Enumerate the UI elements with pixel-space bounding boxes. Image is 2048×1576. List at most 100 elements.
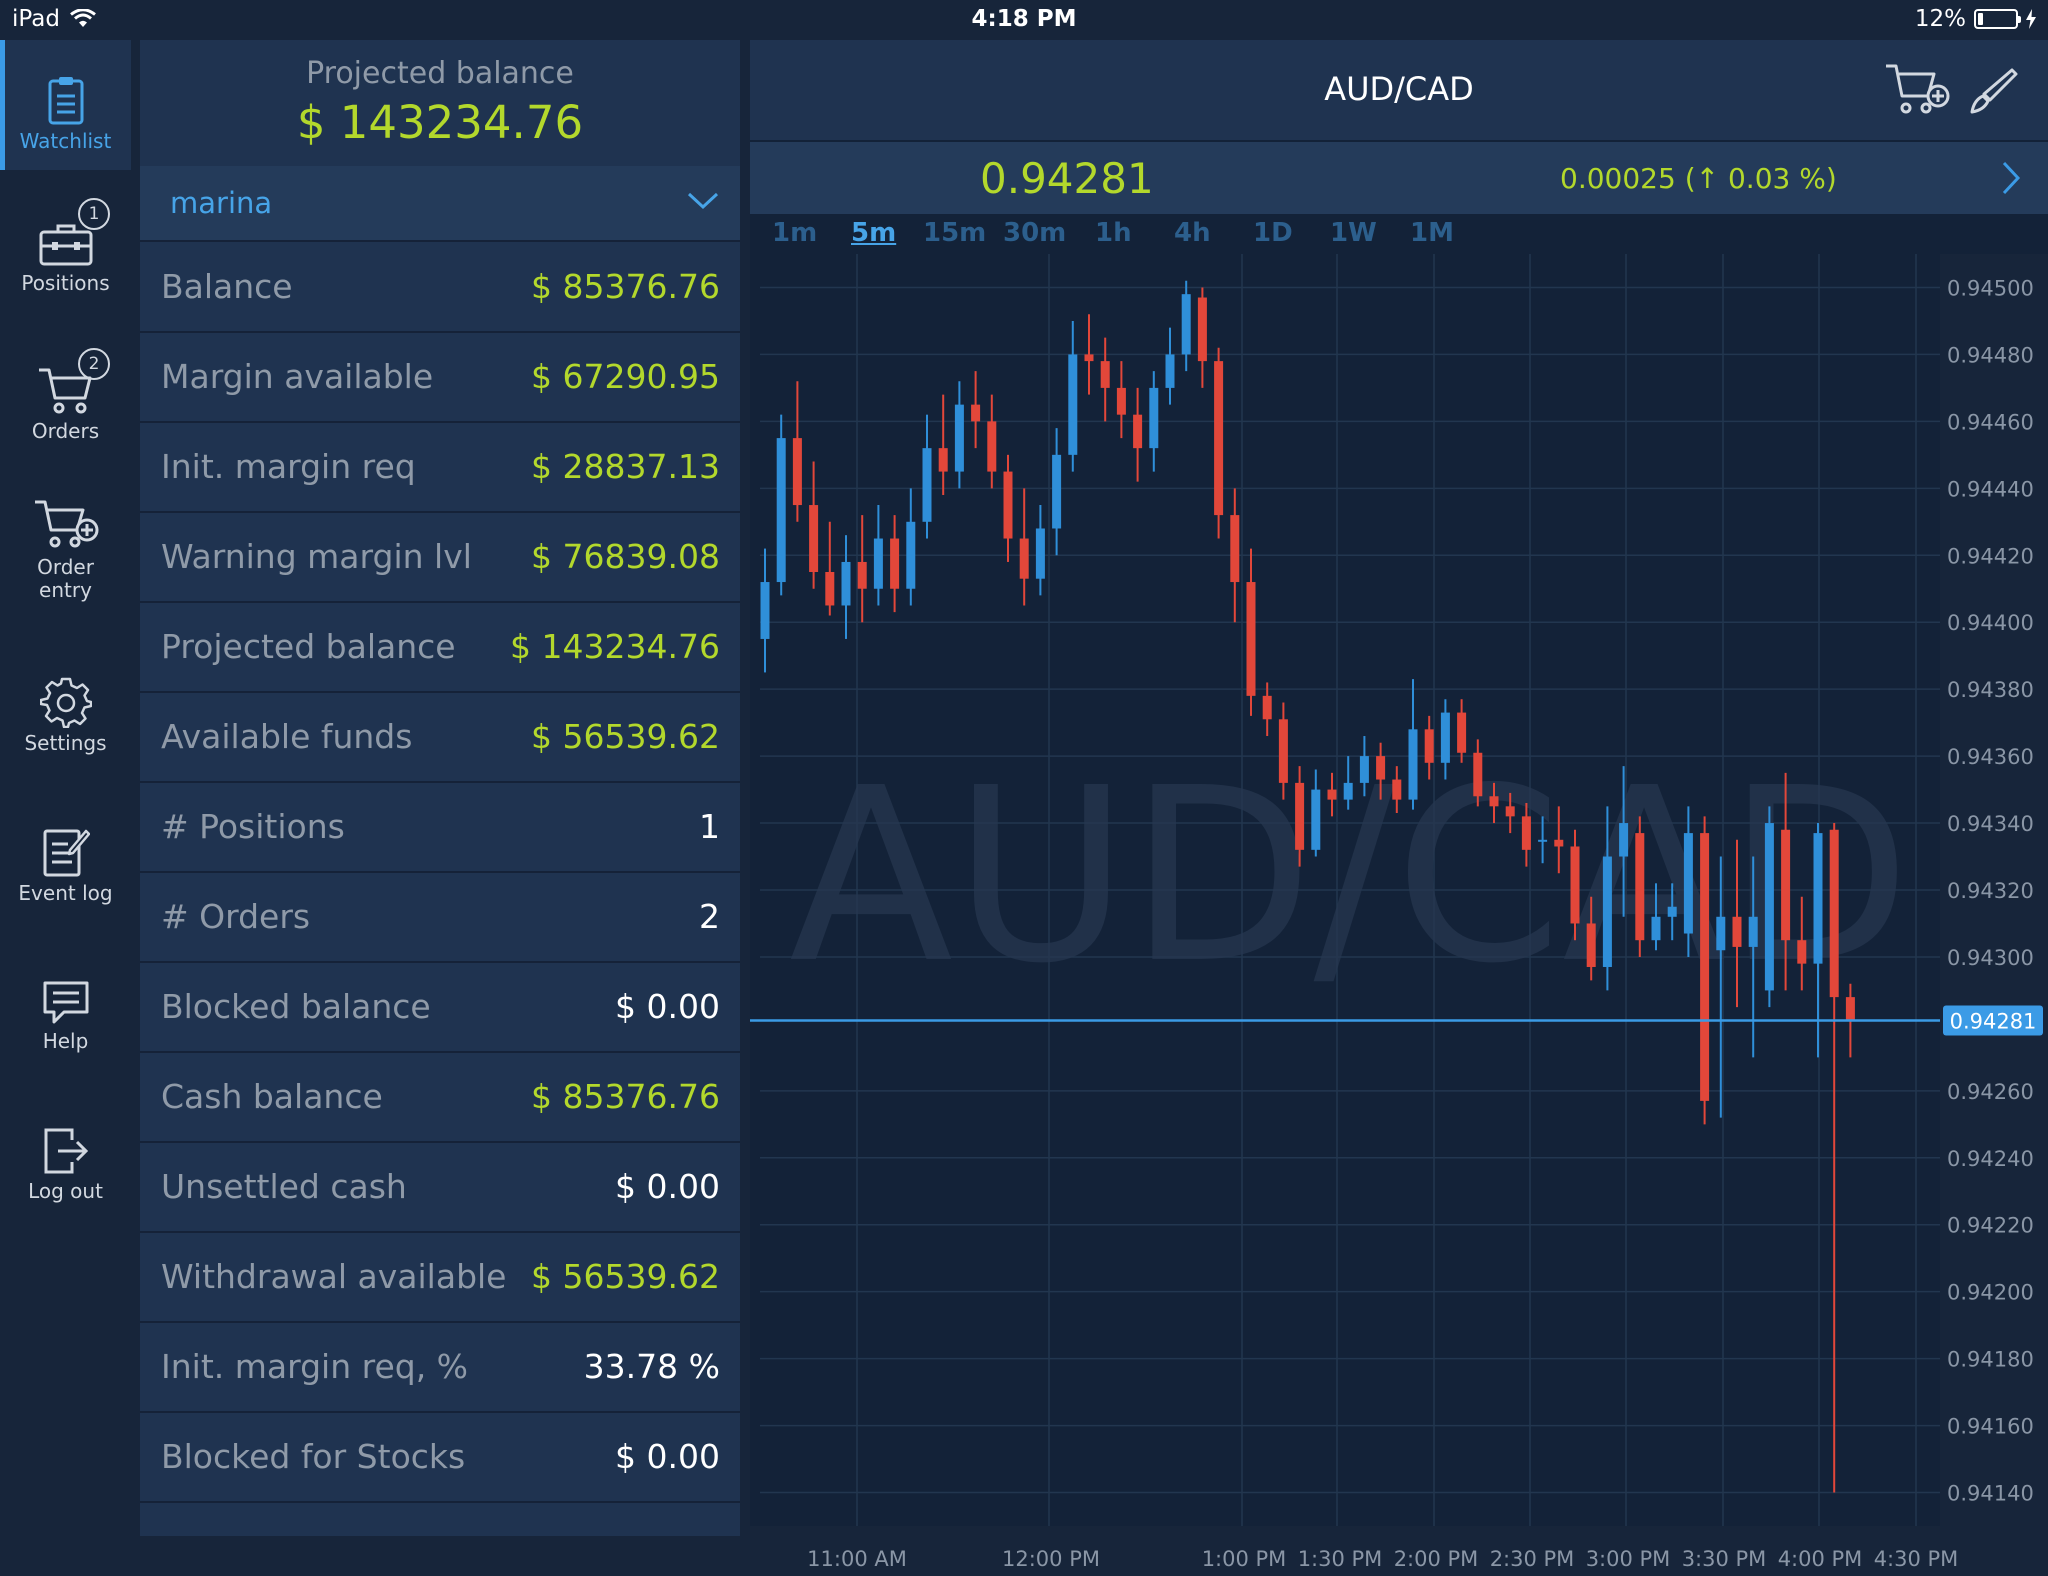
candle — [1440, 699, 1450, 780]
account-row-label: Cash balance — [161, 1077, 383, 1116]
candlestick-chart[interactable]: 0.94500 0.94480 0.94460 0.94440 0.94420 0.944… — [750, 254, 2048, 1576]
candle-body — [825, 572, 835, 606]
candle-body — [1586, 923, 1596, 967]
nav-order-entry[interactable]: Order entry — [0, 498, 131, 648]
candle-body — [1538, 839, 1548, 842]
candle-body — [760, 582, 770, 639]
candle-body — [1440, 712, 1450, 763]
nav-help[interactable]: Help — [0, 980, 131, 1100]
candle-body — [1116, 387, 1126, 415]
cart-add-icon[interactable] — [1884, 62, 1950, 118]
account-selector[interactable]: marina — [140, 166, 740, 242]
tab-timeframe-4h[interactable]: 4h — [1174, 218, 1211, 248]
account-panel: Projected balance $ 143234.76 marina Bal… — [140, 40, 740, 1536]
candle — [1505, 792, 1515, 834]
y-tick-label: 0.94380 — [1947, 678, 2034, 702]
candle — [938, 394, 948, 496]
account-row-value: 33.78 % — [583, 1347, 720, 1386]
candle-body — [1165, 354, 1175, 388]
candle-body — [922, 448, 932, 522]
nav-help-label: Help — [42, 1029, 89, 1053]
candle — [792, 381, 802, 522]
last-price: 0.94281 — [980, 154, 1154, 203]
account-row: # Orders 2 — [140, 873, 740, 963]
y-axis-band — [1940, 254, 2048, 1576]
candle — [1635, 816, 1645, 957]
tab-timeframe-1m[interactable]: 1m — [772, 218, 818, 248]
candle — [1683, 806, 1693, 957]
candle-body — [1635, 833, 1645, 941]
tab-timeframe-1h[interactable]: 1h — [1095, 218, 1132, 248]
status-left: iPad — [12, 6, 96, 32]
candle — [1230, 488, 1240, 623]
y-tick-label: 0.94160 — [1947, 1415, 2034, 1439]
candle-body — [1570, 846, 1580, 924]
chevron-right-icon[interactable] — [2000, 160, 2022, 196]
x-tick-label: 11:00 AM — [807, 1547, 907, 1571]
candle — [1100, 337, 1110, 422]
nav-settings[interactable]: Settings — [0, 676, 131, 796]
candle — [1781, 772, 1791, 991]
candle — [1246, 548, 1256, 716]
account-row-value: $ 28837.13 — [531, 447, 720, 486]
candle — [1359, 736, 1369, 797]
battery-percent: 12% — [1914, 6, 1966, 32]
candle-body — [809, 505, 819, 572]
nav-order-entry-label-2: entry — [39, 578, 92, 602]
candle-body — [1602, 856, 1612, 967]
candle — [857, 515, 867, 623]
tab-timeframe-30m[interactable]: 30m — [1003, 218, 1067, 248]
account-row-label: Blocked for Stocks — [161, 1437, 466, 1476]
candle-body — [1651, 916, 1661, 941]
candle — [1003, 454, 1013, 562]
candle — [1570, 829, 1580, 941]
candle — [760, 548, 770, 673]
tab-timeframe-1d[interactable]: 1D — [1253, 218, 1293, 248]
nav-log-out[interactable]: Log out — [0, 1126, 131, 1246]
account-row-value: $ 85376.76 — [531, 267, 720, 306]
tab-timeframe-1m[interactable]: 1M — [1410, 218, 1454, 248]
account-row-value: $ 0.00 — [615, 1167, 720, 1206]
candle-body — [1521, 816, 1531, 850]
account-row-value: $ 0.00 — [615, 1437, 720, 1476]
candle — [1116, 361, 1126, 439]
candle-body — [1457, 712, 1467, 753]
account-row-label: Margin available — [161, 357, 434, 396]
tab-timeframe-5m[interactable]: 5m — [851, 218, 897, 248]
brush-icon[interactable] — [1968, 66, 2018, 116]
candle-body — [1262, 695, 1272, 720]
x-tick-label: 12:00 PM — [1002, 1547, 1100, 1571]
candle — [1197, 287, 1207, 388]
account-row: Blocked balance $ 0.00 — [140, 963, 740, 1053]
candle-body — [1084, 354, 1094, 362]
candle — [1602, 806, 1612, 991]
candle — [1165, 327, 1175, 405]
nav-positions[interactable]: 1 Positions — [0, 198, 131, 310]
candle-body — [1408, 729, 1418, 800]
candle — [1214, 347, 1224, 539]
candle-body — [1100, 361, 1110, 388]
y-tick-label: 0.94240 — [1947, 1147, 2034, 1171]
y-tick-label: 0.94500 — [1947, 276, 2034, 300]
candle — [922, 414, 932, 539]
tab-timeframe-15m[interactable]: 15m — [923, 218, 987, 248]
account-row-value: $ 56539.62 — [531, 1257, 720, 1296]
account-row: # Positions 1 — [140, 783, 740, 873]
candle-body — [1327, 789, 1337, 800]
candle — [1797, 896, 1807, 991]
candle-body — [1813, 833, 1823, 964]
candle — [1473, 739, 1483, 807]
nav-event-log[interactable]: Event log — [0, 826, 131, 946]
candle — [954, 381, 964, 489]
nav-orders[interactable]: 2 Orders — [0, 348, 131, 460]
candle — [1133, 387, 1143, 482]
account-row-value: $ 85376.76 — [531, 1077, 720, 1116]
chevron-down-icon — [687, 192, 719, 210]
tab-timeframe-1w[interactable]: 1W — [1330, 218, 1377, 248]
candle-body — [1376, 756, 1386, 780]
candle-body — [1473, 752, 1483, 797]
candle-body — [1003, 471, 1013, 539]
candle — [1311, 769, 1321, 857]
status-bar: iPad 4:18 PM 12% — [0, 0, 2048, 40]
nav-watchlist[interactable]: Watchlist — [0, 40, 131, 170]
